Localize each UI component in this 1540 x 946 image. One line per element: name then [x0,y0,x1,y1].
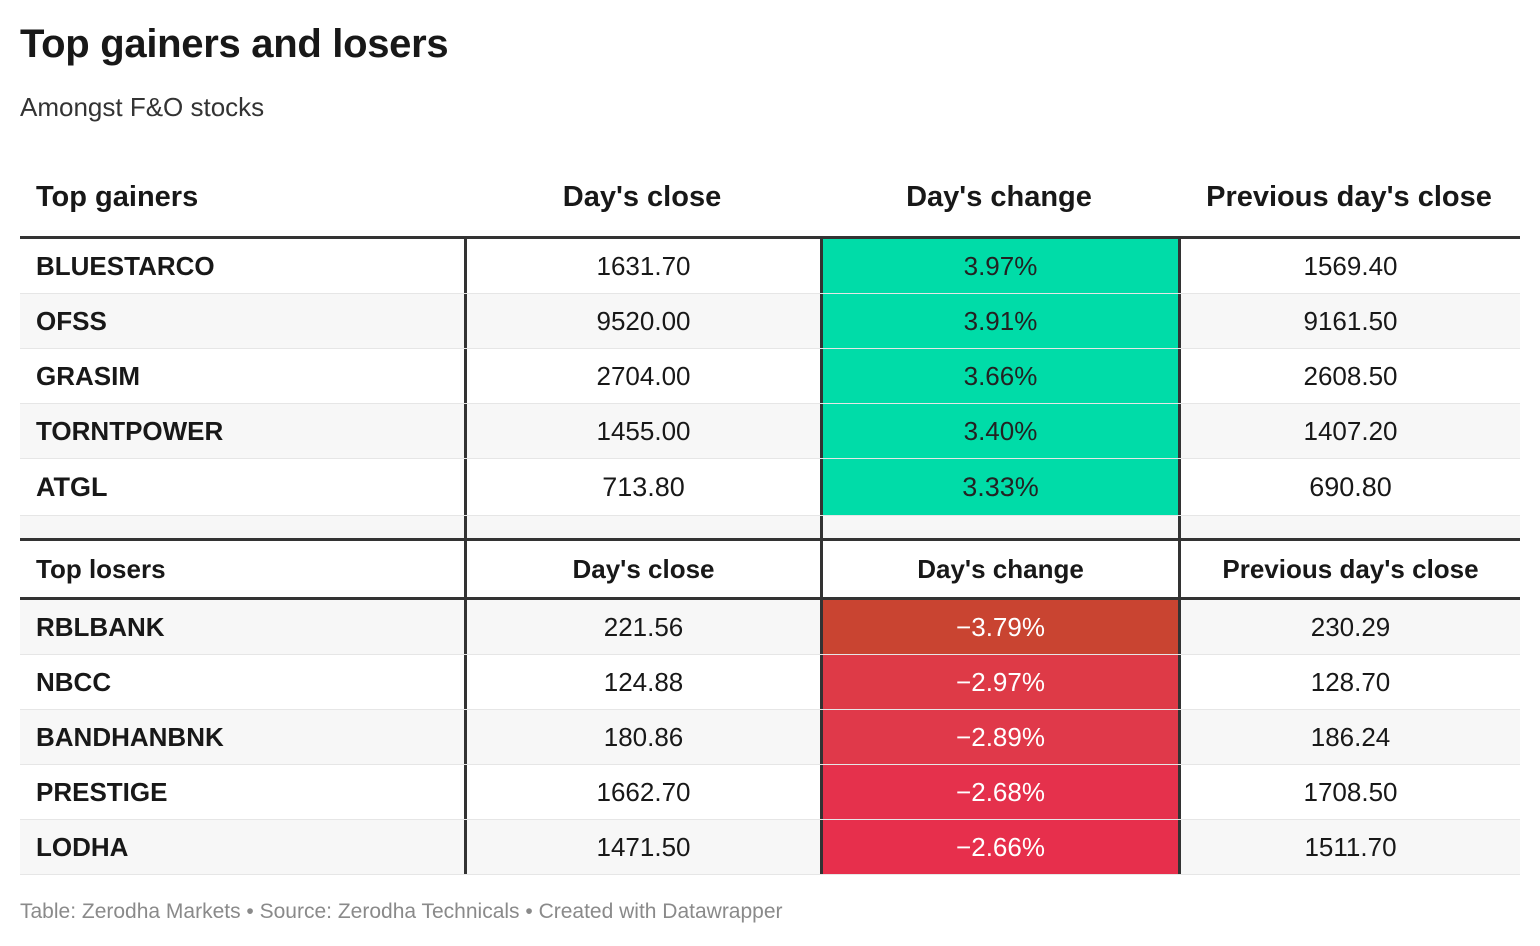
prev-close: 230.29 [1178,600,1520,654]
day-change: −2.97% [820,655,1178,709]
stock-name: TORNTPOWER [36,415,224,446]
spacer-cell [820,516,1178,538]
day-change: −2.68% [820,765,1178,819]
day-close: 124.88 [464,655,820,709]
prev-close: 1569.40 [1178,239,1520,293]
day-close: 180.86 [464,710,820,764]
header-prev-close: Previous day's close [1178,541,1520,597]
day-close: 221.56 [464,600,820,654]
prev-close: 9161.50 [1178,294,1520,348]
stock-name: GRASIM [36,360,140,391]
day-close: 1631.70 [464,239,820,293]
table-row: RBLBANK 221.56 −3.79% 230.29 [20,600,1520,655]
table-row: NBCC 124.88 −2.97% 128.70 [20,655,1520,710]
prev-close: 690.80 [1178,459,1520,515]
day-close: 1662.70 [464,765,820,819]
stock-name: BANDHANBNK [36,721,224,752]
day-change: 3.97% [820,239,1178,293]
day-close: 1471.50 [464,820,820,874]
day-change: −2.66% [820,820,1178,874]
chart-subtitle: Amongst F&O stocks [20,92,265,122]
prev-close: 1708.50 [1178,765,1520,819]
day-change: 3.33% [820,459,1178,515]
prev-close: 1407.20 [1178,404,1520,458]
header-close: Day's close [464,541,820,597]
day-change: 3.40% [820,404,1178,458]
header-stock: Top losers [36,553,166,584]
table-row: TORNTPOWER 1455.00 3.40% 1407.20 [20,404,1520,459]
losers-header-row: Top losers Day's close Day's change Prev… [20,538,1520,600]
stock-name: OFSS [36,305,107,336]
header-close: Day's close [562,180,722,213]
table-row: BLUESTARCO 1631.70 3.97% 1569.40 [20,239,1520,294]
stock-name: RBLBANK [36,611,165,642]
header-stock: Top gainers [36,180,199,213]
prev-close: 2608.50 [1178,349,1520,403]
header-change: Day's change [906,180,1092,213]
header-prev-close: Previous day's close [1206,180,1492,213]
day-close: 2704.00 [464,349,820,403]
spacer-cell [1178,516,1520,538]
day-close: 713.80 [464,459,820,515]
table-row: GRASIM 2704.00 3.66% 2608.50 [20,349,1520,404]
table-row: LODHA 1471.50 −2.66% 1511.70 [20,820,1520,875]
section-spacer [20,516,1520,538]
day-change: 3.91% [820,294,1178,348]
table-row: OFSS 9520.00 3.91% 9161.50 [20,294,1520,349]
header-change: Day's change [820,541,1178,597]
table-row: BANDHANBNK 180.86 −2.89% 186.24 [20,710,1520,765]
stock-name: LODHA [36,831,129,862]
stock-name: ATGL [36,471,108,502]
gainers-header-row: Top gainers Day's close Day's change Pre… [20,158,1520,239]
prev-close: 128.70 [1178,655,1520,709]
spacer-cell [20,516,464,538]
stock-name: BLUESTARCO [36,250,215,281]
stock-table: Top gainers Day's close Day's change Pre… [20,158,1520,875]
stock-name: NBCC [36,666,112,697]
table-row: ATGL 713.80 3.33% 690.80 [20,459,1520,516]
day-change: −2.89% [820,710,1178,764]
spacer-cell [464,516,820,538]
chart-title: Top gainers and losers [20,22,449,66]
day-change: 3.66% [820,349,1178,403]
stock-name: PRESTIGE [36,776,168,807]
table-row: PRESTIGE 1662.70 −2.68% 1708.50 [20,765,1520,820]
day-close: 1455.00 [464,404,820,458]
chart-footer: Table: Zerodha Markets • Source: Zerodha… [20,900,783,923]
prev-close: 186.24 [1178,710,1520,764]
day-change: −3.79% [820,600,1178,654]
prev-close: 1511.70 [1178,820,1520,874]
day-close: 9520.00 [464,294,820,348]
